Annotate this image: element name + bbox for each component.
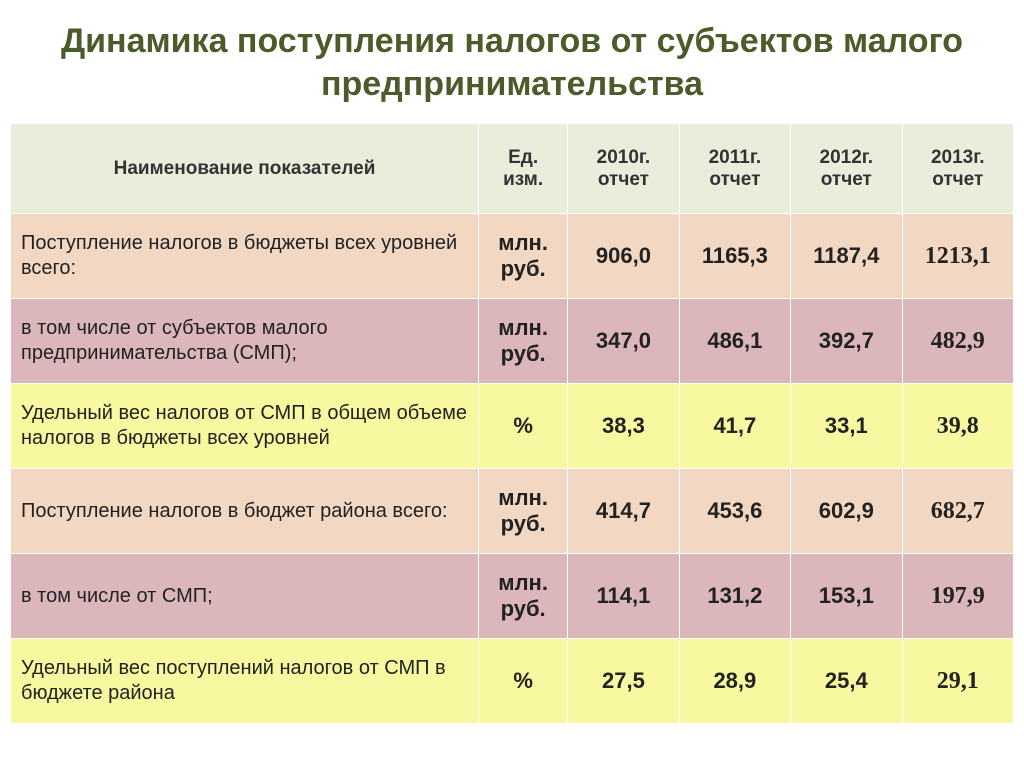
value-cell: 414,7 [568, 469, 679, 554]
value-cell: 29,1 [902, 639, 1013, 724]
unit-cell: млн. руб. [479, 554, 568, 639]
table-row: Удельный вес налогов от СМП в общем объе… [11, 384, 1014, 469]
value-cell: 114,1 [568, 554, 679, 639]
table-row: в том числе от субъектов малого предприн… [11, 299, 1014, 384]
value-cell: 486,1 [679, 299, 790, 384]
value-cell: 602,9 [791, 469, 902, 554]
value-cell: 682,7 [902, 469, 1013, 554]
unit-cell: млн. руб. [479, 214, 568, 299]
value-cell: 28,9 [679, 639, 790, 724]
value-cell: 41,7 [679, 384, 790, 469]
value-cell: 392,7 [791, 299, 902, 384]
tax-table: Наименование показателей Ед. изм. 2010г.… [10, 123, 1014, 724]
table-header-row: Наименование показателей Ед. изм. 2010г.… [11, 124, 1014, 214]
value-cell: 1165,3 [679, 214, 790, 299]
value-cell: 27,5 [568, 639, 679, 724]
header-indicator: Наименование показателей [11, 124, 479, 214]
unit-cell: % [479, 384, 568, 469]
table-row: Поступление налогов в бюджет района всег… [11, 469, 1014, 554]
header-2013: 2013г. отчет [902, 124, 1013, 214]
value-cell: 1213,1 [902, 214, 1013, 299]
table-row: в том числе от СМП; млн. руб. 114,1 131,… [11, 554, 1014, 639]
indicator-cell: Поступление налогов в бюджет района всег… [11, 469, 479, 554]
header-2012: 2012г. отчет [791, 124, 902, 214]
value-cell: 39,8 [902, 384, 1013, 469]
value-cell: 453,6 [679, 469, 790, 554]
table-row: Удельный вес поступлений налогов от СМП … [11, 639, 1014, 724]
value-cell: 197,9 [902, 554, 1013, 639]
unit-cell: % [479, 639, 568, 724]
indicator-cell: в том числе от субъектов малого предприн… [11, 299, 479, 384]
indicator-cell: Удельный вес поступлений налогов от СМП … [11, 639, 479, 724]
value-cell: 482,9 [902, 299, 1013, 384]
indicator-cell: Удельный вес налогов от СМП в общем объе… [11, 384, 479, 469]
header-2010: 2010г. отчет [568, 124, 679, 214]
unit-cell: млн. руб. [479, 299, 568, 384]
value-cell: 153,1 [791, 554, 902, 639]
value-cell: 906,0 [568, 214, 679, 299]
value-cell: 38,3 [568, 384, 679, 469]
value-cell: 33,1 [791, 384, 902, 469]
value-cell: 131,2 [679, 554, 790, 639]
header-2011: 2011г. отчет [679, 124, 790, 214]
header-unit: Ед. изм. [479, 124, 568, 214]
page-title: Динамика поступления налогов от субъекто… [10, 20, 1014, 105]
unit-cell: млн. руб. [479, 469, 568, 554]
value-cell: 25,4 [791, 639, 902, 724]
value-cell: 347,0 [568, 299, 679, 384]
table-row: Поступление налогов в бюджеты всех уровн… [11, 214, 1014, 299]
indicator-cell: в том числе от СМП; [11, 554, 479, 639]
value-cell: 1187,4 [791, 214, 902, 299]
indicator-cell: Поступление налогов в бюджеты всех уровн… [11, 214, 479, 299]
table-body: Поступление налогов в бюджеты всех уровн… [11, 214, 1014, 724]
